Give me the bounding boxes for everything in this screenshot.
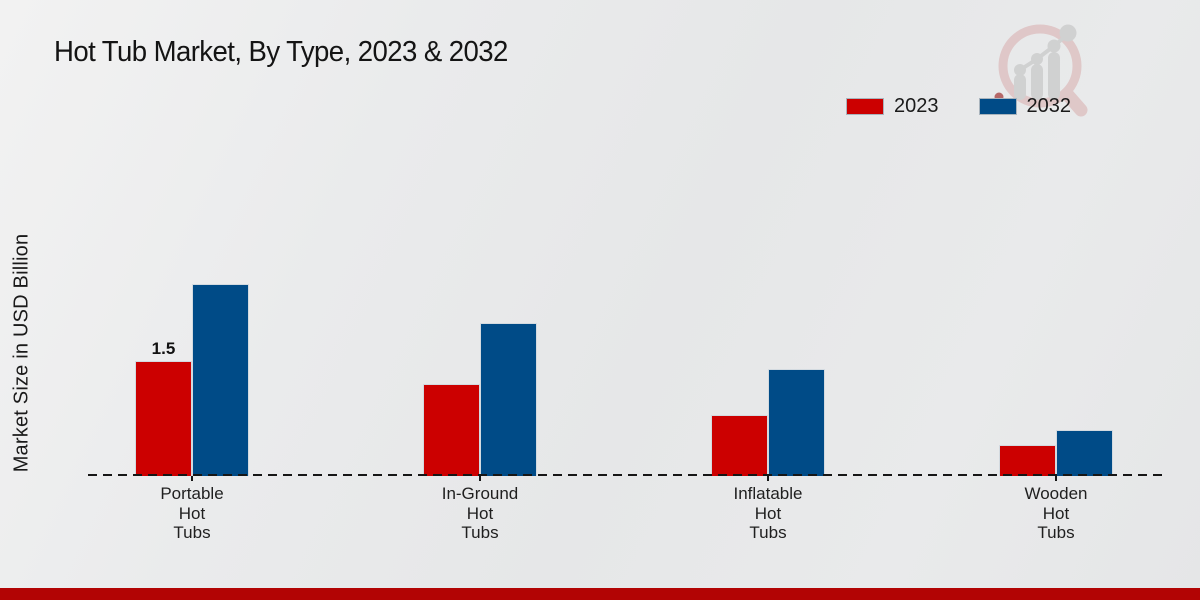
bar-2032-portable-hot-tubs [192,284,249,476]
x-axis-tick [1055,476,1057,481]
bar-2023-wooden-hot-tubs [999,445,1056,476]
chart-title: Hot Tub Market, By Type, 2023 & 2032 [54,36,508,68]
category-label-inflatable-hot-tubs: Inflatable Hot Tubs [733,484,803,542]
bar-2032-in-ground-hot-tubs [480,323,537,476]
category-label-in-ground-hot-tubs: In-Ground Hot Tubs [441,484,519,542]
legend: 2023 2032 [846,95,1071,118]
legend-label-2032: 2032 [1026,95,1072,117]
legend-swatch-2023 [846,98,884,115]
bar-2023-inflatable-hot-tubs [711,415,768,476]
bar-2032-wooden-hot-tubs [1056,430,1113,476]
legend-label-2023: 2023 [894,95,939,117]
bar-2023-portable-hot-tubs [135,361,192,476]
legend-swatch-2032 [978,98,1017,115]
x-axis-tick [191,476,193,481]
bar-2023-in-ground-hot-tubs [423,384,480,476]
legend-item-2032: 2032 [978,95,1072,118]
category-label-wooden-hot-tubs: Wooden Hot Tubs [1024,484,1088,542]
x-axis-tick [479,476,481,481]
category-label-portable-hot-tubs: Portable Hot Tubs [160,484,224,542]
magnifier-bar-chart-logo-icon [994,24,1088,117]
bar-2032-inflatable-hot-tubs [768,369,825,476]
legend-item-2023: 2023 [846,95,939,118]
footer-accent-bar [0,588,1200,600]
bar-value-label: 1.5 [151,339,176,358]
x-axis-dashed-line [88,474,1166,476]
x-axis-tick [767,476,769,481]
